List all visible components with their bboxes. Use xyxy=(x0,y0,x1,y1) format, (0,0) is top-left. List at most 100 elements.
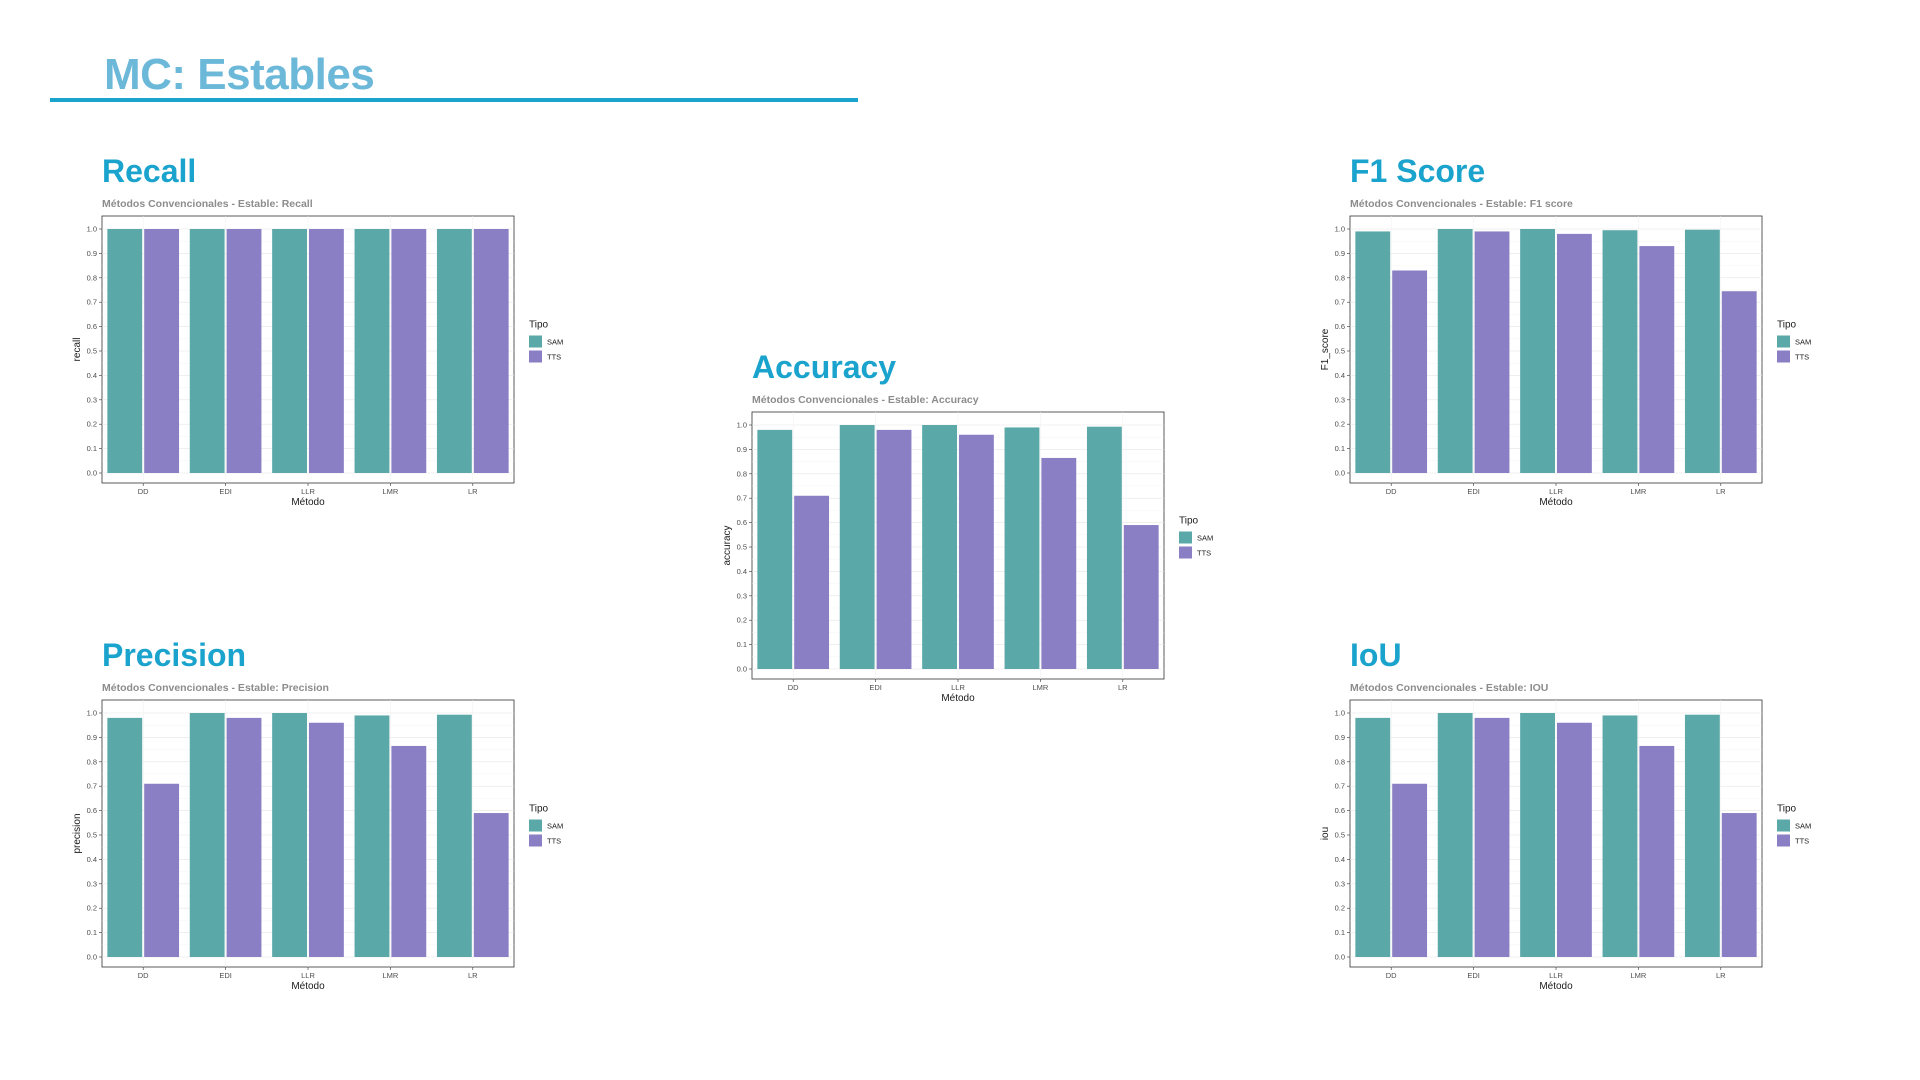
y-tick-label: 0.2 xyxy=(1335,420,1345,429)
y-tick-label: 0.9 xyxy=(1335,733,1345,742)
y-tick-label: 0.7 xyxy=(1335,782,1345,791)
y-tick-label: 0.7 xyxy=(1335,298,1345,307)
bar-tts xyxy=(1721,291,1757,473)
x-tick-label: LR xyxy=(468,971,478,980)
bar-tts xyxy=(144,229,180,473)
y-tick-label: 1.0 xyxy=(1335,709,1345,718)
y-tick-label: 0.7 xyxy=(737,494,747,503)
y-tick-label: 0.5 xyxy=(1335,347,1345,356)
legend-swatch-sam xyxy=(529,819,542,832)
y-tick-label: 0.8 xyxy=(1335,757,1345,766)
y-tick-label: 0.8 xyxy=(1335,273,1345,282)
bar-sam xyxy=(1520,713,1555,957)
y-tick-label: 0.4 xyxy=(87,371,97,380)
y-tick-label: 0.0 xyxy=(1335,469,1345,478)
y-tick-label: 1.0 xyxy=(1335,225,1345,234)
y-tick-label: 1.0 xyxy=(737,421,747,430)
bar-sam xyxy=(272,229,307,473)
y-tick-label: 0.7 xyxy=(87,782,97,791)
x-tick-label: LMR xyxy=(382,971,398,980)
y-tick-label: 1.0 xyxy=(87,225,97,234)
bar-sam xyxy=(757,429,793,669)
bar-sam xyxy=(839,425,875,669)
x-tick-label: LR xyxy=(1118,683,1128,692)
x-tick-label: LMR xyxy=(382,487,398,496)
legend-title: Tipo xyxy=(1777,804,1797,815)
bar-tts xyxy=(1721,813,1757,957)
x-axis-title: Método xyxy=(1539,497,1573,508)
legend-label: TTS xyxy=(1197,549,1211,558)
y-tick-label: 0.2 xyxy=(1335,904,1345,913)
x-axis-title: Método xyxy=(291,981,325,992)
y-tick-label: 0.3 xyxy=(87,395,97,404)
x-axis-title: Método xyxy=(1539,981,1573,992)
bar-sam xyxy=(1602,230,1638,473)
y-tick-label: 0.3 xyxy=(87,879,97,888)
chart-subtitle: Métodos Convencionales - Estable: Recall xyxy=(102,198,313,210)
y-axis-title: accuracy xyxy=(722,525,733,565)
x-tick-label: LR xyxy=(1716,971,1726,980)
legend-swatch-tts xyxy=(529,834,542,847)
x-tick-label: DD xyxy=(138,971,149,980)
y-tick-label: 0.6 xyxy=(87,322,97,331)
y-axis-title: precision xyxy=(72,813,83,853)
y-tick-label: 0.4 xyxy=(737,567,747,576)
bar-sam xyxy=(1004,427,1040,669)
y-axis-title: iou xyxy=(1320,827,1331,840)
y-tick-label: 0.1 xyxy=(1335,928,1345,937)
y-tick-label: 0.4 xyxy=(1335,855,1345,864)
legend-title: Tipo xyxy=(1179,516,1199,527)
bar-sam xyxy=(436,714,472,957)
legend-swatch-tts xyxy=(1777,350,1790,363)
panel-heading: IoU xyxy=(1350,637,1402,673)
y-tick-label: 0.5 xyxy=(737,543,747,552)
y-tick-label: 0.3 xyxy=(1335,879,1345,888)
bar-tts xyxy=(1639,246,1675,473)
bar-sam xyxy=(354,229,390,473)
x-tick-label: EDI xyxy=(219,487,232,496)
y-tick-label: 0.5 xyxy=(87,831,97,840)
panel-heading: Precision xyxy=(102,637,247,673)
y-tick-label: 0.4 xyxy=(87,855,97,864)
y-tick-label: 0.1 xyxy=(87,928,97,937)
bar-sam xyxy=(272,713,307,957)
y-tick-label: 0.9 xyxy=(87,249,97,258)
y-tick-label: 0.6 xyxy=(87,806,97,815)
chart-subtitle: Métodos Convencionales - Estable: Accura… xyxy=(752,394,979,406)
legend-label: SAM xyxy=(1795,822,1811,831)
bar-tts xyxy=(1639,745,1675,957)
y-tick-label: 0.9 xyxy=(737,445,747,454)
x-tick-label: LLR xyxy=(1549,971,1563,980)
panel-heading: Accuracy xyxy=(752,349,897,385)
legend-label: TTS xyxy=(1795,837,1809,846)
y-tick-label: 0.0 xyxy=(1335,953,1345,962)
bar-sam xyxy=(1437,713,1473,957)
bar-tts xyxy=(1474,717,1510,957)
bar-tts xyxy=(391,229,427,473)
x-tick-label: LMR xyxy=(1630,487,1646,496)
legend-title: Tipo xyxy=(529,320,549,331)
x-tick-label: LMR xyxy=(1032,683,1048,692)
chart-subtitle: Métodos Convencionales - Estable: IOU xyxy=(1350,682,1548,694)
bar-sam xyxy=(1684,229,1720,473)
x-tick-label: LLR xyxy=(301,487,315,496)
chart-subtitle: Métodos Convencionales - Estable: F1 sco… xyxy=(1350,198,1573,210)
panel-recall: Recall Métodos Convencionales - Estable:… xyxy=(72,153,582,513)
bar-sam xyxy=(1602,715,1638,957)
title-rule xyxy=(50,98,858,102)
bar-sam xyxy=(354,715,390,957)
bar-sam xyxy=(1086,426,1122,669)
chart-subtitle: Métodos Convencionales - Estable: Precis… xyxy=(102,682,329,694)
chart-iou: Métodos Convencionales - Estable: IOU 0.0… xyxy=(1320,682,1811,992)
x-tick-label: LLR xyxy=(301,971,315,980)
x-tick-label: DD xyxy=(1386,971,1397,980)
legend-swatch-tts xyxy=(1777,834,1790,847)
legend-swatch-sam xyxy=(529,335,542,348)
y-tick-label: 0.0 xyxy=(737,665,747,674)
x-axis-title: Método xyxy=(941,693,975,704)
y-tick-label: 0.0 xyxy=(87,469,97,478)
legend-swatch-sam xyxy=(1777,335,1790,348)
y-tick-label: 0.1 xyxy=(87,444,97,453)
x-axis-title: Método xyxy=(291,497,325,508)
